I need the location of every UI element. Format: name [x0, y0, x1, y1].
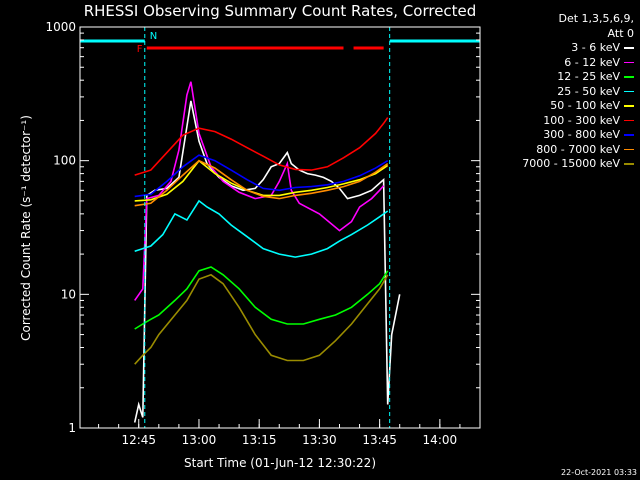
legend-item: 25 - 50 keV: [484, 85, 634, 100]
legend-swatch: [624, 119, 634, 122]
legend-item: 7000 - 15000 keV: [484, 157, 634, 172]
legend-swatch: [624, 163, 634, 165]
flare-marker: F: [137, 44, 143, 55]
legend-label: 50 - 100 keV: [550, 99, 620, 112]
timestamp: 22-Oct-2021 03:33: [561, 468, 637, 477]
legend-swatch: [624, 47, 634, 49]
legend-item: 3 - 6 keV: [484, 41, 634, 56]
x-tick-label: 13:15: [242, 433, 277, 447]
axis-ticks: 12:45 13:00 13:15 13:30 13:45 14:00 1 10 100 1000: [45, 20, 481, 447]
plot-frame: [79, 26, 481, 429]
x-tick-label: 13:45: [362, 433, 397, 447]
y-tick-label: 10: [61, 287, 76, 301]
legend-label: 800 - 7000 keV: [536, 142, 620, 156]
legend-swatch: [624, 76, 634, 78]
series-lines: [133, 81, 401, 423]
y-tick-label: 100: [53, 154, 76, 168]
chart-title: RHESSI Observing Summary Count Rates, Co…: [83, 2, 477, 20]
legend-label: 7000 - 15000 keV: [522, 157, 620, 170]
x-tick-label: 14:00: [423, 433, 458, 447]
legend-item: 12 - 25 keV: [484, 70, 634, 85]
y-axis-label: Corrected Count Rate (s⁻¹ detector⁻¹): [19, 115, 33, 341]
legend-label: 3 - 6 keV: [571, 41, 620, 54]
legend-item: 50 - 100 keV: [484, 99, 634, 114]
legend-swatch: [624, 134, 634, 136]
legend-swatch: [624, 105, 634, 107]
series-line-1: [134, 81, 385, 301]
legend-label: 300 - 800 keV: [543, 128, 620, 141]
legend-item: 6 - 12 keV: [484, 56, 634, 71]
night-marker: N: [150, 31, 157, 42]
series-line-2: [134, 266, 389, 330]
legend-item: 800 - 7000 keV: [484, 143, 634, 158]
x-tick-label: 12:45: [121, 433, 156, 447]
legend-swatch: [624, 90, 634, 93]
legend-swatch: [624, 61, 634, 64]
x-axis-label: Start Time (01-Jun-12 12:30:22): [184, 456, 376, 470]
series-line-0: [133, 100, 401, 423]
legend-header-line-2: Att 0: [607, 26, 634, 40]
series-line-4: [134, 159, 389, 202]
legend-label: 100 - 300 keV: [543, 113, 620, 127]
legend-label: 25 - 50 keV: [557, 84, 620, 98]
series-line-3: [134, 199, 389, 258]
series-line-5: [134, 117, 389, 176]
annotations: NF: [80, 27, 480, 428]
x-tick-label: 13:00: [182, 433, 217, 447]
series-line-7: [134, 159, 389, 207]
y-tick-label: 1000: [45, 20, 76, 34]
legend-label: 12 - 25 keV: [557, 70, 620, 83]
legend-label: 6 - 12 keV: [564, 55, 620, 69]
legend-swatch: [624, 148, 634, 151]
series-line-6: [134, 154, 389, 198]
legend: Det 1,3,5,6,9, Att 0 3 - 6 keV 6 - 12 keV…: [484, 12, 634, 172]
x-tick-label: 13:30: [302, 433, 337, 447]
series-line-8: [134, 273, 389, 365]
legend-header-line-1: Det 1,3,5,6,9,: [558, 12, 634, 25]
legend-item: 100 - 300 keV: [484, 114, 634, 129]
y-tick-label: 1: [68, 421, 76, 435]
legend-item: 300 - 800 keV: [484, 128, 634, 143]
